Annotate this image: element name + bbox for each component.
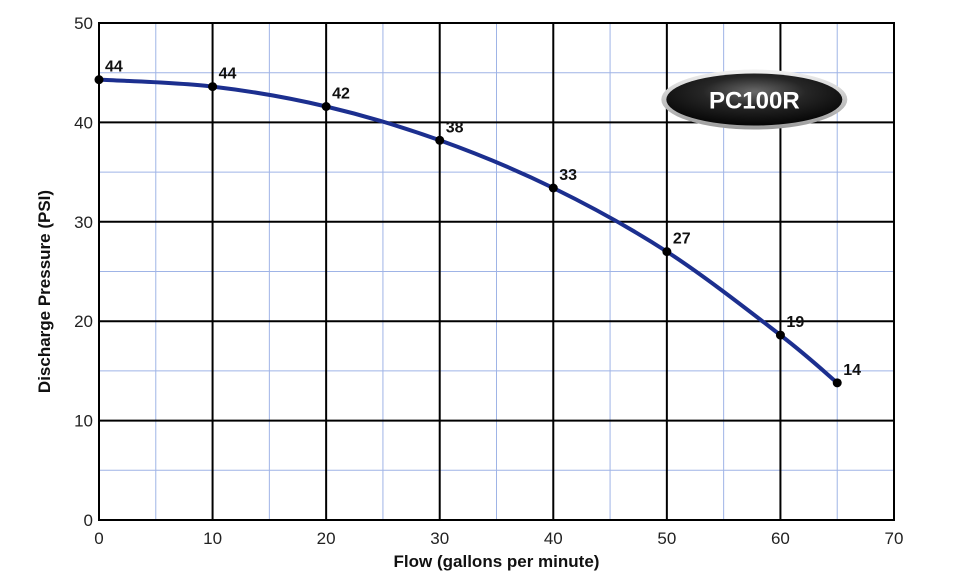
data-point	[775, 330, 785, 340]
data-point	[662, 247, 672, 257]
x-tick-label: 10	[203, 529, 222, 548]
data-points	[94, 75, 842, 388]
data-point	[94, 75, 104, 85]
y-tick-label: 0	[84, 511, 93, 530]
y-tick-label: 10	[74, 412, 93, 431]
data-labels: 44 44 42 38 33 27 19 14	[105, 59, 861, 379]
series-line	[97, 77, 840, 385]
plot-frame	[98, 22, 895, 521]
data-label: 14	[843, 362, 861, 379]
x-tick-label: 20	[317, 529, 336, 548]
x-tick-label: 50	[657, 529, 676, 548]
y-tick-label: 30	[74, 213, 93, 232]
badge-body	[666, 73, 843, 126]
model-badge: PC100R	[661, 69, 848, 130]
x-axis-ticks: 0 10 20 30 40 50 60 70	[94, 529, 903, 548]
badge-text: PC100R	[709, 88, 800, 115]
data-label: 33	[559, 167, 577, 184]
x-tick-label: 0	[94, 529, 103, 548]
x-axis-title: Flow (gallons per minute)	[394, 552, 600, 571]
data-label: 19	[786, 314, 804, 331]
data-point	[435, 135, 445, 145]
y-axis-ticks: 0 10 20 30 40 50	[74, 14, 93, 530]
data-point	[548, 183, 558, 193]
y-axis-title: Discharge Pressure (PSI)	[35, 190, 54, 393]
x-tick-label: 40	[544, 529, 563, 548]
y-tick-label: 20	[74, 312, 93, 331]
data-point	[832, 378, 842, 388]
data-label: 44	[219, 66, 237, 83]
x-tick-label: 70	[885, 529, 904, 548]
y-tick-label: 50	[74, 14, 93, 33]
x-tick-label: 60	[771, 529, 790, 548]
data-label: 44	[105, 59, 123, 76]
data-label: 27	[673, 231, 691, 248]
data-label: 42	[332, 85, 350, 102]
x-tick-label: 30	[430, 529, 449, 548]
y-tick-label: 40	[74, 113, 93, 132]
data-label: 38	[446, 119, 464, 136]
data-point	[321, 101, 331, 111]
data-point	[208, 82, 218, 92]
